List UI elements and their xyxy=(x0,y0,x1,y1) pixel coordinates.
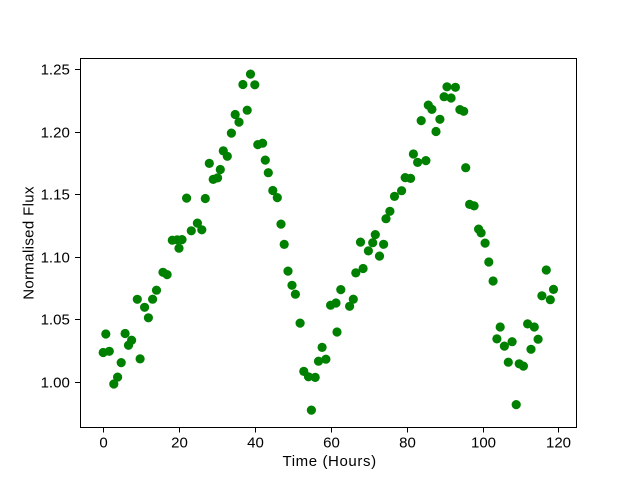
svg-text:1.20: 1.20 xyxy=(41,125,70,142)
svg-text:1.25: 1.25 xyxy=(41,62,70,79)
svg-text:1.00: 1.00 xyxy=(41,375,70,392)
svg-text:60: 60 xyxy=(323,435,340,452)
svg-text:20: 20 xyxy=(171,435,188,452)
svg-text:40: 40 xyxy=(247,435,264,452)
svg-text:80: 80 xyxy=(399,435,416,452)
svg-text:0: 0 xyxy=(99,435,107,452)
svg-text:Time (Hours): Time (Hours) xyxy=(283,453,377,470)
svg-text:120: 120 xyxy=(546,435,571,452)
svg-text:1.10: 1.10 xyxy=(41,250,70,267)
svg-text:Normalised Flux: Normalised Flux xyxy=(20,186,37,300)
svg-text:1.05: 1.05 xyxy=(41,312,70,329)
svg-text:1.15: 1.15 xyxy=(41,187,70,204)
svg-text:100: 100 xyxy=(471,435,496,452)
